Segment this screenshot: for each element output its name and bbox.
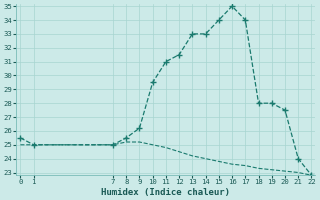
X-axis label: Humidex (Indice chaleur): Humidex (Indice chaleur) — [101, 188, 230, 197]
